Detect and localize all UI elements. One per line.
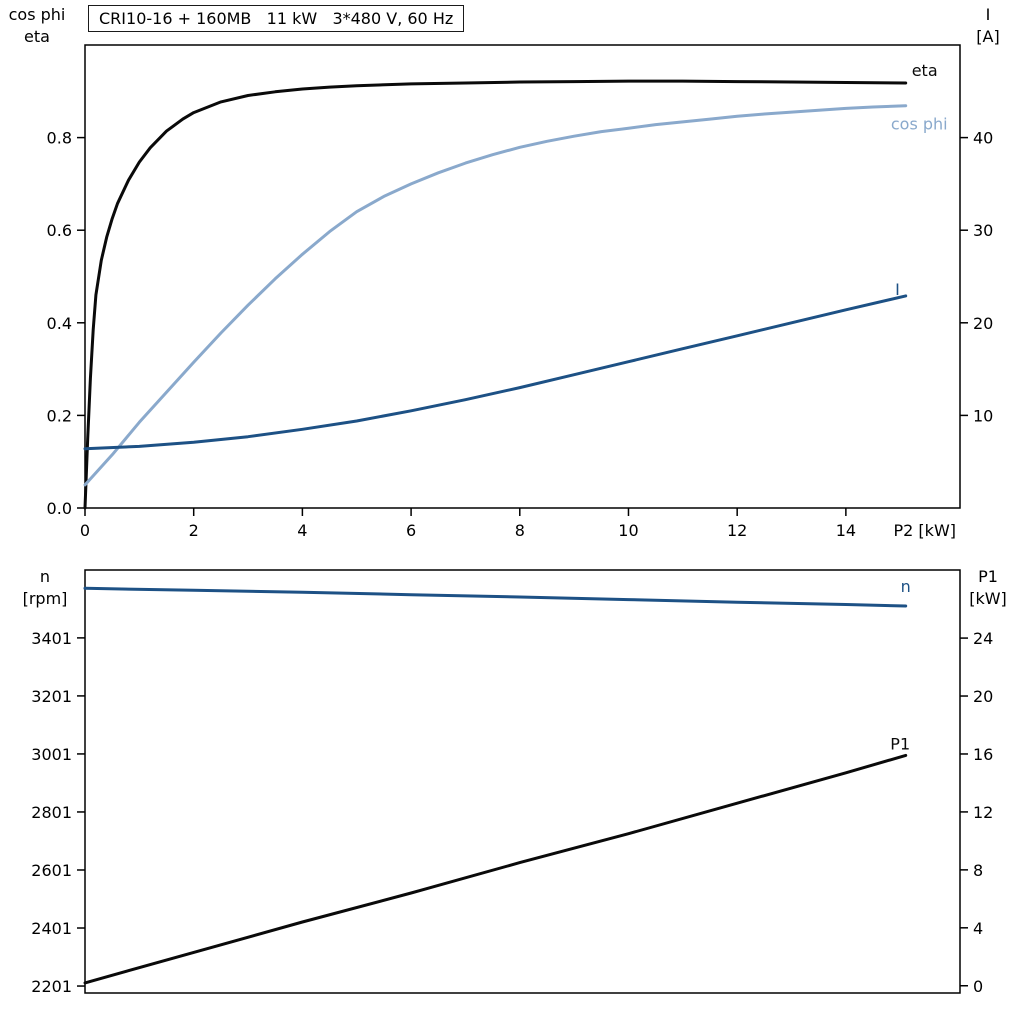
x-axis-title: P2 [kW]	[894, 521, 956, 540]
left-axis-tick-label: 2401	[31, 919, 72, 938]
right-axis-tick-label: 40	[973, 129, 993, 148]
right-axis-tick-label: 30	[973, 221, 993, 240]
left-axis-title-line2: eta	[24, 27, 50, 46]
right-axis-tick-label: 24	[973, 629, 993, 648]
bottom-chart-right-axis-title: P1 [kW]	[956, 566, 1020, 610]
speed-curve-label: n	[901, 577, 911, 596]
right-axis-tick-label: 12	[973, 803, 993, 822]
x-axis-tick-label: 8	[515, 521, 525, 540]
left-axis-tick-label: 2201	[31, 977, 72, 996]
x-axis-tick-label: 4	[297, 521, 307, 540]
left-axis-tick-label: 0.0	[47, 499, 72, 518]
x-axis-tick-label: 12	[727, 521, 747, 540]
eta-curve	[83, 79, 908, 510]
left-axis-tick-label: 3201	[31, 687, 72, 706]
current-curve	[83, 294, 908, 451]
plot-border	[84, 569, 961, 994]
left-axis-tick-label: 0.8	[47, 129, 72, 148]
bottom-chart-left-axis-title: n [rpm]	[12, 566, 78, 610]
right-axis-tick-label: 8	[973, 861, 983, 880]
right-axis-title-line1: P1	[978, 567, 998, 586]
right-axis-tick-label: 16	[973, 745, 993, 764]
right-axis-tick-label: 20	[973, 687, 993, 706]
right-axis-title-line2: [kW]	[969, 589, 1007, 608]
left-axis-tick-label: 2601	[31, 861, 72, 880]
right-axis-tick-label: 4	[973, 919, 983, 938]
left-axis-title-line1: n	[39, 567, 51, 586]
right-axis-tick-label: 0	[973, 977, 983, 996]
cos-phi-curve	[83, 104, 908, 487]
cos-phi-curve-label: cos phi	[891, 114, 948, 133]
left-axis-tick-label: 3401	[31, 629, 72, 648]
p1-curve-label: P1	[890, 735, 910, 754]
p1-curve	[83, 753, 908, 985]
left-axis-title-line2: [rpm]	[22, 589, 68, 608]
x-axis-tick-label: 2	[189, 521, 199, 540]
left-axis-tick-label: 0.2	[47, 406, 72, 425]
left-axis-title-line1: cos phi	[8, 5, 66, 24]
plot-border	[84, 44, 961, 509]
x-axis-tick-label: 10	[618, 521, 638, 540]
current-curve-label: I	[895, 280, 900, 299]
x-axis-tick-label: 14	[836, 521, 856, 540]
right-axis-title-line2: [A]	[976, 27, 1000, 46]
eta-curve-label: eta	[912, 61, 938, 80]
x-axis-tick-label: 0	[80, 521, 90, 540]
left-axis-tick-label: 0.6	[47, 221, 72, 240]
x-axis-tick-label: 6	[406, 521, 416, 540]
left-axis-tick-label: 2801	[31, 803, 72, 822]
right-axis-tick-label: 20	[973, 314, 993, 333]
chart-title-box: CRI10-16 + 160MB 11 kW 3*480 V, 60 Hz	[88, 5, 465, 32]
left-axis-tick-label: 0.4	[47, 314, 72, 333]
right-axis-title-line1: I	[985, 5, 991, 24]
left-axis-tick-label: 3001	[31, 745, 72, 764]
speed-curve	[83, 586, 908, 608]
top-chart-right-axis-title: I [A]	[956, 4, 1020, 48]
right-axis-tick-label: 10	[973, 406, 993, 425]
top-chart-left-axis-title: cos phi eta	[4, 4, 70, 48]
